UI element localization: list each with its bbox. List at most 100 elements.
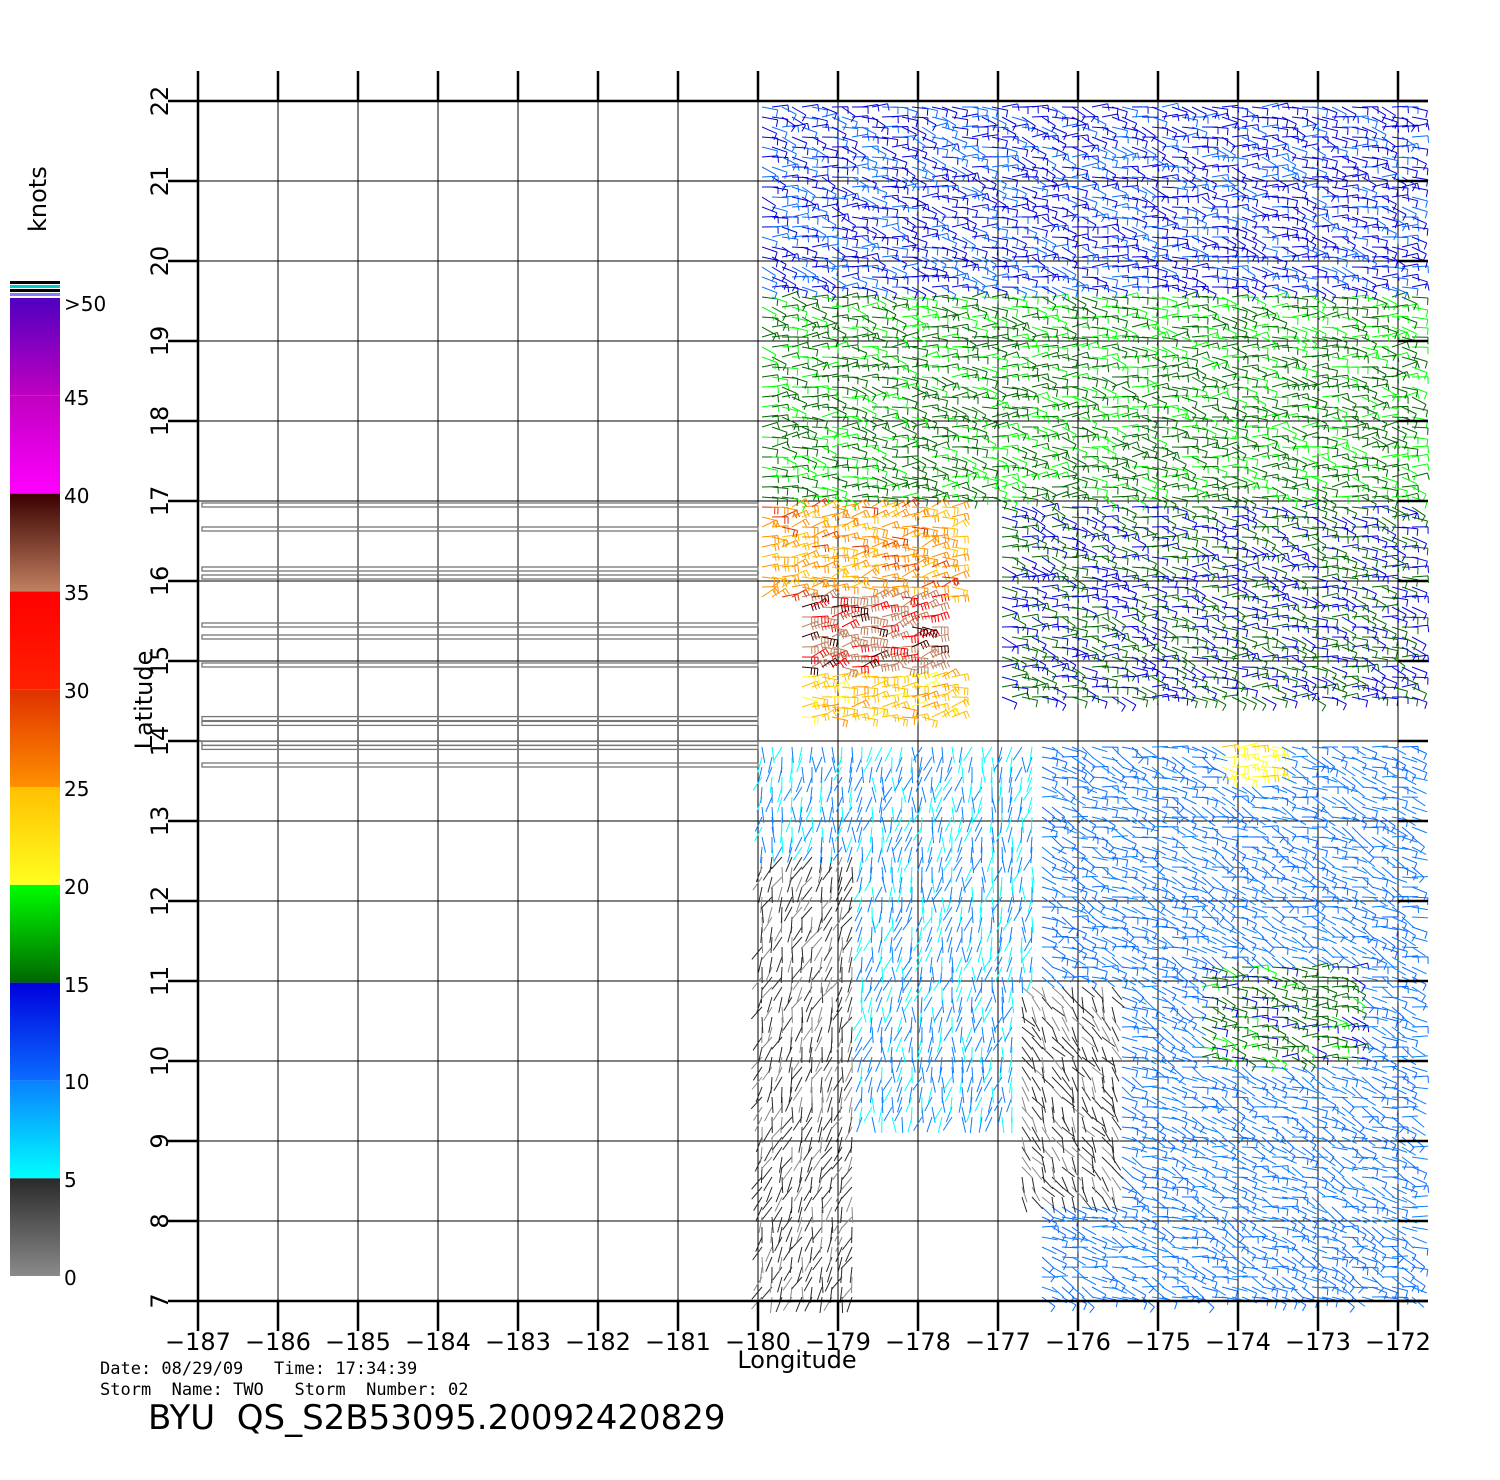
wind-barb	[809, 1176, 813, 1193]
wind-barb	[1171, 916, 1188, 930]
wind-barb	[1381, 1236, 1398, 1241]
wind-barb	[1221, 1066, 1238, 1073]
wind-barb	[821, 587, 840, 598]
wind-barb	[801, 476, 819, 488]
wind-barb	[851, 654, 870, 664]
wind-barb	[1131, 1016, 1147, 1025]
wind-barb	[1071, 546, 1088, 559]
wind-barb	[907, 846, 913, 863]
wind-barb	[1321, 676, 1337, 692]
wind-barb	[1051, 1016, 1061, 1032]
wind-barb	[761, 1156, 773, 1170]
wind-barb	[1241, 1116, 1257, 1125]
wind-barb	[1031, 996, 1041, 1011]
wind-barb	[1151, 1176, 1168, 1188]
wind-barb	[1141, 1066, 1158, 1078]
wind-barb	[1011, 836, 1014, 854]
rain-flag-band	[201, 574, 759, 580]
wind-barb	[1241, 1166, 1258, 1181]
wind-barb	[1231, 676, 1246, 693]
wind-barb	[1381, 916, 1399, 924]
wind-barb	[1071, 652, 1090, 661]
wind-barb	[1041, 1216, 1058, 1230]
wind-barb	[977, 916, 983, 933]
wind-barb	[1071, 796, 1086, 806]
wind-barb	[926, 886, 933, 903]
wind-barb	[1021, 1106, 1033, 1120]
wind-barb	[1171, 936, 1189, 946]
wind-barb	[1061, 616, 1076, 633]
wind-barb	[1151, 766, 1165, 778]
wind-barb	[961, 876, 966, 893]
wind-barb	[1221, 646, 1237, 661]
wind-barb	[1331, 613, 1350, 621]
wind-barb	[1391, 1016, 1408, 1029]
wind-barb	[789, 866, 793, 883]
wind-barb	[1221, 1016, 1238, 1030]
wind-barb	[1181, 696, 1198, 709]
wind-barb	[1201, 806, 1216, 823]
wind-barb	[761, 906, 764, 923]
wind-barb	[821, 556, 839, 566]
wind-barb	[1241, 1066, 1254, 1079]
wind-barb	[1391, 1166, 1404, 1179]
wind-barb	[1321, 1166, 1336, 1183]
wind-barb	[1391, 786, 1409, 795]
wind-barb	[1281, 756, 1298, 769]
wind-barb	[1321, 565, 1339, 573]
wind-barb	[1251, 976, 1269, 984]
wind-barb	[1311, 546, 1327, 562]
wind-barb	[1051, 1146, 1061, 1162]
wind-barb	[879, 806, 883, 823]
wind-barb	[1211, 1116, 1227, 1125]
wind-barb	[1281, 604, 1300, 612]
wind-barb	[1251, 1136, 1266, 1148]
wind-barb	[1011, 566, 1028, 578]
wind-barb	[924, 1096, 933, 1112]
wind-barb	[1131, 986, 1145, 1004]
wind-barb	[1111, 1186, 1116, 1203]
wind-barb	[782, 1166, 793, 1181]
wind-barb	[811, 1226, 814, 1244]
wind-barb	[821, 657, 840, 668]
wind-barb	[791, 542, 810, 551]
wind-barb	[761, 506, 779, 515]
wind-barb	[1371, 1226, 1385, 1244]
wind-barb	[810, 1056, 813, 1074]
wind-barb	[1381, 766, 1396, 777]
wind-barb	[1201, 896, 1216, 913]
wind-barb	[901, 1006, 907, 1023]
wind-barb	[1291, 1166, 1305, 1178]
wind-barb	[1281, 516, 1299, 526]
wind-barb	[1231, 523, 1250, 531]
wind-barb	[841, 466, 859, 476]
wind-barb	[1081, 796, 1098, 809]
wind-barb	[821, 616, 839, 628]
wind-barb	[821, 708, 840, 718]
wind-barb	[913, 806, 923, 822]
wind-barb	[991, 1026, 996, 1043]
wind-barb	[1211, 1016, 1228, 1030]
wind-barb	[1011, 996, 1015, 1013]
wind-barb	[1231, 594, 1250, 602]
wind-barb	[1121, 1106, 1137, 1122]
wind-barb	[1030, 816, 1033, 834]
wind-barb	[1041, 666, 1057, 682]
wind-barb	[1241, 846, 1259, 855]
wind-barb	[1041, 1026, 1047, 1043]
wind-barb	[1171, 1276, 1187, 1285]
wind-barb	[901, 461, 920, 470]
wind-barb	[1221, 626, 1239, 638]
wind-barb	[1341, 665, 1359, 673]
wind-barb	[1111, 1126, 1120, 1142]
wind-barb	[1201, 946, 1218, 954]
wind-barb	[1331, 536, 1349, 544]
wind-barb	[1171, 856, 1187, 864]
wind-barb	[840, 1266, 843, 1284]
wind-barb	[891, 657, 910, 668]
wind-barb	[1401, 896, 1419, 898]
rain-flag-band	[201, 744, 759, 751]
wind-barb	[905, 896, 913, 913]
wind-barb	[1051, 966, 1068, 980]
wind-barb	[1091, 986, 1104, 1000]
